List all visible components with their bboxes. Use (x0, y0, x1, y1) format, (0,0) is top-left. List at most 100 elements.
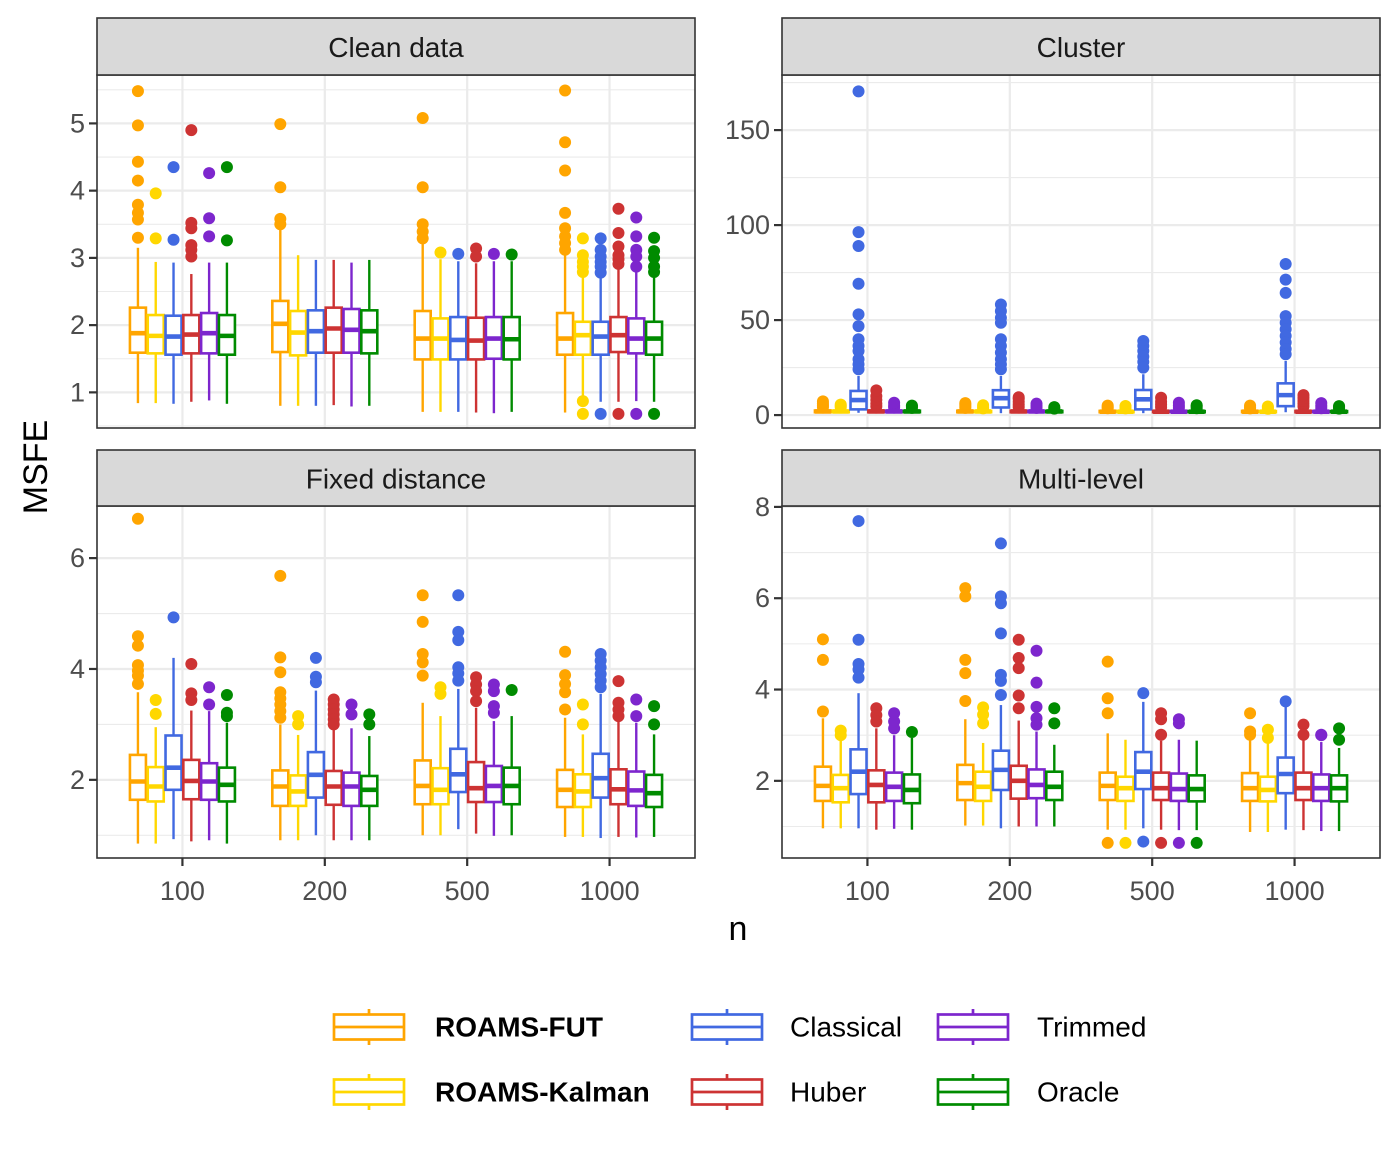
outlier-point (1297, 718, 1310, 731)
y-tick-label: 4 (70, 176, 85, 206)
facet-panels: Clean data 1 2 3 4 5 Cluster 0 50 100 150 Fixed dis… (70, 17, 1381, 906)
outlier-point (274, 711, 287, 724)
box-classical-n1000 (1276, 258, 1295, 413)
outlier-point (648, 251, 661, 264)
y-tick-label: 6 (70, 543, 85, 573)
panel-multi-level: Multi-level 2 4 6 8 100 200 500 1000 (755, 449, 1381, 906)
outlier-point (1101, 655, 1114, 668)
outlier-point (416, 669, 429, 682)
box-huber-n200 (1009, 633, 1029, 827)
outlier-point (1012, 391, 1025, 404)
y-tick-label: 2 (755, 766, 770, 796)
y-tick-label: 2 (70, 310, 85, 340)
outlier-point (487, 706, 500, 719)
outlier-point (274, 651, 287, 664)
outlier-point (1155, 713, 1168, 726)
box-trimmed-n100 (199, 681, 219, 841)
iqr-box (342, 771, 361, 808)
outlier-point (576, 232, 589, 245)
box-huber-n500 (1151, 707, 1171, 849)
outlier-point (888, 396, 901, 409)
outlier-point (870, 384, 883, 397)
box-trimmed-n500 (1169, 713, 1189, 849)
outlier-point (905, 725, 918, 738)
iqr-box (609, 768, 628, 806)
outlier-point (1101, 707, 1114, 720)
outlier-point (452, 634, 465, 647)
outlier-point (185, 657, 198, 670)
legend-label: Huber (790, 1077, 866, 1108)
outlier-point (576, 266, 589, 279)
outlier-point (274, 569, 287, 582)
box-huber-n1000 (609, 675, 628, 837)
outlier-point (1333, 400, 1346, 413)
strip-background (96, 17, 696, 76)
y-tick-label: 0 (755, 400, 770, 430)
box-trimmed-n200 (342, 698, 361, 841)
panel-background (782, 506, 1380, 858)
outlier-point (576, 407, 589, 420)
box-oracle-n200 (1045, 702, 1064, 827)
outlier-point (559, 703, 572, 716)
outlier-point (594, 232, 607, 245)
x-tick-label: 1000 (580, 876, 640, 906)
box-classical-n1000 (591, 232, 610, 420)
outlier-point (416, 112, 429, 125)
outlier-point (1101, 836, 1114, 849)
iqr-box (626, 317, 646, 355)
outlier-point (576, 718, 589, 731)
outlier-point (292, 718, 305, 731)
box-trimmed-n500 (1169, 396, 1189, 414)
box-roams-kalman-n500 (1116, 399, 1135, 415)
outlier-point (149, 694, 162, 707)
box-roams-fut-n100 (128, 512, 148, 844)
outlier-point (1244, 728, 1257, 741)
legend-boxplot-key-icon (936, 1074, 1010, 1110)
outlier-point (559, 164, 572, 177)
iqr-box (431, 766, 450, 806)
outlier-point (959, 590, 972, 603)
outlier-point (559, 136, 572, 149)
outlier-point (274, 118, 287, 131)
outlier-point (131, 174, 144, 187)
box-huber-n1000 (1294, 718, 1313, 831)
outlier-point (1137, 361, 1150, 374)
outlier-point (1119, 399, 1132, 412)
box-oracle-n100 (217, 689, 237, 844)
box-roams-fut-n1000 (555, 645, 575, 837)
outlier-point (630, 250, 643, 263)
outlier-point (452, 247, 465, 260)
outlier-point (505, 684, 518, 697)
outlier-point (852, 363, 865, 376)
box-huber-n100 (182, 124, 201, 402)
outlier-point (203, 698, 216, 711)
box-roams-kalman-n500 (431, 246, 450, 412)
box-classical-n200 (991, 298, 1011, 414)
outlier-point (559, 669, 572, 682)
outlier-point (167, 161, 180, 174)
outlier-point (149, 187, 162, 200)
outlier-point (1012, 633, 1025, 646)
outlier-point (1137, 835, 1150, 848)
box-classical-n500 (1133, 334, 1153, 414)
box-roams-fut-n500 (413, 589, 432, 836)
legend-label: Trimmed (1037, 1012, 1146, 1043)
box-classical-n200 (306, 651, 326, 836)
box-roams-kalman-n1000 (573, 232, 593, 420)
outlier-point (416, 656, 429, 669)
outlier-point (1101, 399, 1114, 412)
outlier-point (977, 717, 990, 730)
outlier-point (648, 266, 661, 279)
outlier-point (1279, 258, 1292, 271)
outlier-point (452, 625, 465, 638)
outlier-point (994, 597, 1007, 610)
strip-background (781, 17, 1381, 76)
box-classical-n1000 (591, 648, 610, 839)
y-tick-label: 3 (70, 243, 85, 273)
box-roams-fut-n1000 (1240, 399, 1260, 415)
outlier-point (131, 639, 144, 652)
outlier-point (888, 722, 901, 735)
outlier-point (994, 316, 1007, 329)
box-roams-kalman-n500 (1116, 739, 1135, 849)
outlier-point (994, 627, 1007, 640)
